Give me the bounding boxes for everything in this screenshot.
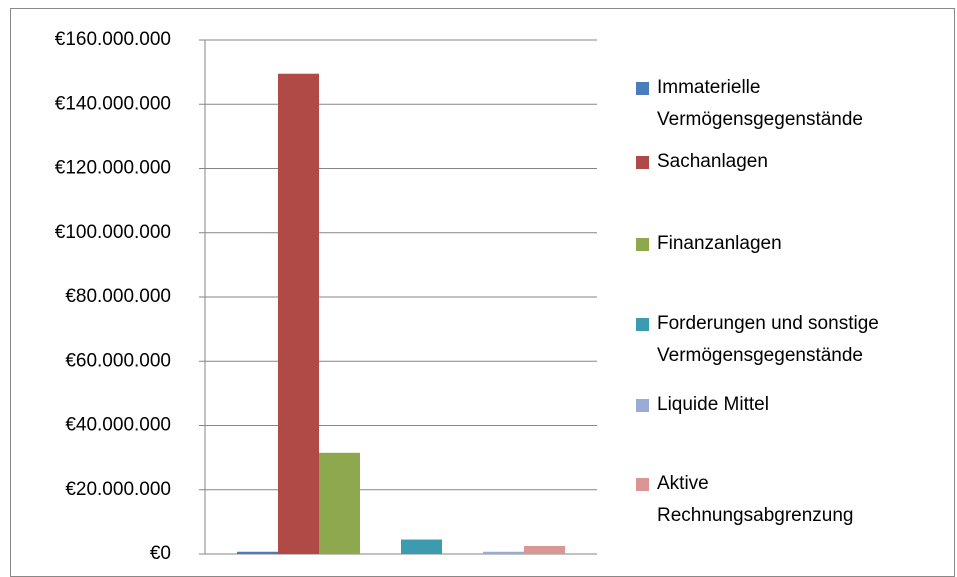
bar [278,73,319,554]
legend-item: Finanzanlagen [636,228,897,260]
legend-swatch [636,156,649,169]
legend-label: Forderungen und sonstige Vermögensgegens… [657,313,879,366]
bar [319,452,360,554]
legend-item: Immaterielle Vermögensgegenstände [636,72,897,136]
legend-swatch [636,318,649,331]
y-tick-label: €0 [150,543,171,564]
y-tick-label: €120.000.000 [55,158,171,179]
y-tick-label: €20.000.000 [65,479,171,500]
bar [237,551,278,554]
y-tick-label: €140.000.000 [55,93,171,114]
legend-label: Finanzanlagen [657,233,782,254]
bar [401,539,442,554]
legend-swatch [636,82,649,95]
legend-label: Sachanlagen [657,151,768,172]
legend-swatch [636,399,649,412]
legend-item: Forderungen und sonstige Vermögensgegens… [636,308,897,372]
legend-label: Liquide Mittel [657,394,769,415]
y-tick-label: €60.000.000 [65,350,171,371]
legend-item: Aktive Rechnungsabgrenzung [636,468,897,532]
y-tick-label: €40.000.000 [65,415,171,436]
legend-swatch [636,478,649,491]
legend-label: Immaterielle Vermögensgegenstände [657,77,863,130]
y-tick-label: €80.000.000 [65,286,171,307]
legend-item: Sachanlagen [636,146,897,178]
legend-label: Aktive Rechnungsabgrenzung [657,473,854,526]
bar [483,551,524,554]
y-tick-label: €160.000.000 [55,29,171,50]
legend-swatch [636,238,649,251]
bar [524,545,565,554]
y-tick-label: €100.000.000 [55,222,171,243]
legend-item: Liquide Mittel [636,389,897,421]
